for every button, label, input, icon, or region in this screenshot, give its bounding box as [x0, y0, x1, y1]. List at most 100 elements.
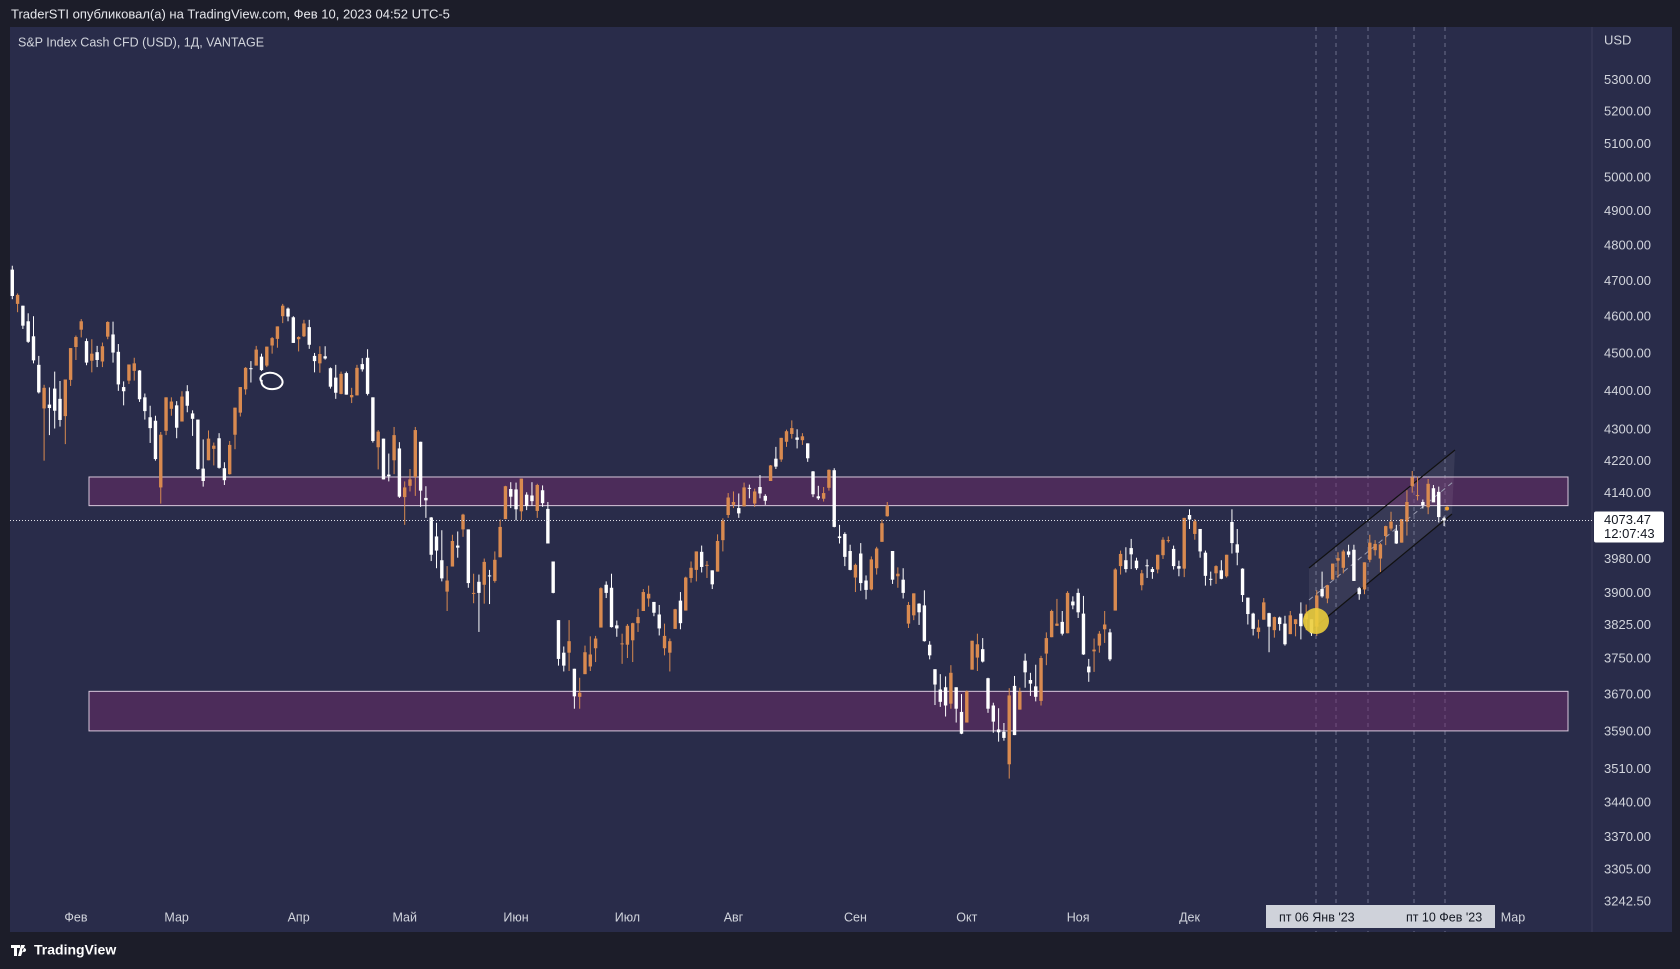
candle-body: [461, 514, 465, 530]
candle-body: [137, 370, 142, 400]
candle-body: [1055, 623, 1059, 626]
candle-body: [800, 436, 805, 441]
candle-body: [1081, 613, 1086, 655]
candle-body: [450, 540, 455, 567]
candle-body: [334, 377, 338, 393]
candle-body: [291, 317, 296, 343]
candle-body: [1171, 548, 1176, 567]
candle-body: [1437, 491, 1441, 518]
candle-body: [365, 357, 370, 394]
y-tick-label: 4700.00: [1604, 273, 1651, 288]
candle-body: [1219, 570, 1224, 579]
candle-body: [159, 434, 163, 488]
candle-body: [95, 352, 99, 360]
candle-body: [1277, 617, 1282, 625]
candle-body: [1028, 680, 1033, 684]
candle-body: [657, 614, 661, 629]
candle-body: [742, 487, 746, 507]
y-tick-label: 4220.00: [1604, 453, 1651, 468]
candle-body: [1267, 613, 1271, 627]
candle-body: [222, 468, 227, 481]
candle-body: [259, 356, 264, 371]
y-tick-label: 3590.00: [1604, 723, 1651, 738]
last-price-box: [1594, 511, 1664, 543]
candle-body: [562, 652, 566, 666]
candle-body: [869, 559, 874, 590]
x-tick-label: Сен: [844, 910, 867, 924]
candle-body: [471, 592, 476, 594]
candle-body: [1198, 528, 1202, 552]
candle-body: [227, 444, 232, 475]
candle-body: [1394, 530, 1399, 544]
candle-body: [100, 346, 105, 362]
x-tick-label: Июн: [503, 910, 528, 924]
candle-body: [678, 600, 683, 624]
candle-body: [47, 404, 52, 409]
candle-body: [715, 540, 720, 572]
candle-body: [477, 581, 481, 593]
candle-body: [249, 368, 253, 370]
candle-body: [1431, 488, 1436, 503]
x-tick-label: Окт: [956, 910, 977, 924]
candle-body: [31, 336, 36, 361]
candle-body: [710, 570, 714, 585]
x-tick-label: Май: [392, 910, 417, 924]
candle-body: [763, 495, 767, 501]
candle-body: [1044, 638, 1049, 654]
highlight-dot: [1303, 608, 1329, 634]
candle-body: [1362, 562, 1367, 590]
candle-body: [349, 395, 354, 398]
candle-body: [721, 520, 725, 541]
candle-body: [599, 588, 603, 628]
candle-body: [265, 346, 269, 366]
candle-body: [631, 623, 635, 641]
zone: [88, 690, 1569, 732]
candle-body: [1150, 569, 1155, 573]
candle-body: [254, 349, 258, 366]
candle-body: [519, 478, 524, 512]
last-price-dot: [1445, 506, 1450, 511]
candle-body: [758, 487, 762, 494]
candle-body: [121, 387, 126, 392]
candle-body: [1203, 552, 1208, 576]
candle-body: [148, 417, 152, 429]
y-tick-label: 3900.00: [1604, 585, 1651, 600]
plot-area: [10, 27, 1592, 932]
candle-body: [943, 687, 948, 706]
candle-body: [185, 391, 189, 406]
candle-body: [37, 364, 41, 393]
candle-body: [859, 553, 863, 584]
candle-body: [387, 474, 391, 477]
candle-body: [270, 338, 274, 346]
y-tick-label: 4900.00: [1604, 203, 1651, 218]
candle-body: [1415, 495, 1420, 497]
y-tick-label: 4400.00: [1604, 383, 1651, 398]
candle-body: [466, 529, 471, 584]
candle-body: [1293, 619, 1298, 625]
candle-body: [10, 269, 14, 296]
candle-body: [323, 356, 327, 359]
candle-body: [636, 617, 640, 624]
candle-body: [641, 592, 646, 612]
candle-body: [1182, 517, 1186, 569]
candle-body: [885, 505, 889, 517]
y-tick-label: 4600.00: [1604, 309, 1651, 324]
candle-body: [132, 363, 136, 371]
candle-body: [811, 471, 815, 495]
range-label-box: [1266, 905, 1495, 928]
candle-body: [418, 441, 423, 491]
candle-body: [646, 593, 651, 599]
candle-body: [90, 353, 94, 361]
candle-body: [1405, 501, 1409, 522]
candle-body: [1076, 592, 1080, 613]
candle-body: [1399, 519, 1404, 543]
candle-body: [487, 575, 492, 577]
candle-body: [434, 536, 439, 551]
candle-body: [1187, 515, 1192, 520]
candle-body: [312, 355, 317, 362]
candle-body: [843, 533, 847, 557]
candle-body: [747, 487, 752, 489]
candle-body: [307, 327, 311, 345]
candle-body: [376, 431, 380, 448]
range-label: пт 10 Фев '23: [1406, 910, 1482, 924]
